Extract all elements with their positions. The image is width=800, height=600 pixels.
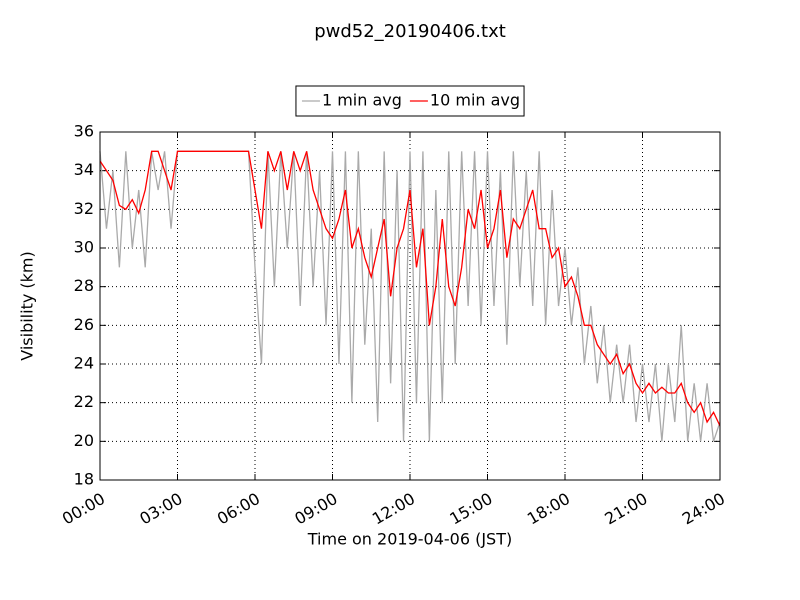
y-tick-label: 28 bbox=[74, 276, 94, 295]
y-tick-label: 32 bbox=[74, 199, 94, 218]
legend: 1 min avg 10 min avg bbox=[295, 85, 525, 117]
y-tick-label: 22 bbox=[74, 392, 94, 411]
y-tick-label: 20 bbox=[74, 431, 94, 450]
legend-label: 1 min avg bbox=[322, 91, 402, 110]
x-tick-label: 00:00 bbox=[59, 489, 108, 529]
x-tick-label: 03:00 bbox=[136, 489, 185, 529]
y-tick-label: 18 bbox=[74, 470, 94, 489]
x-tick-label: 21:00 bbox=[601, 489, 650, 529]
x-tick-label: 12:00 bbox=[369, 489, 418, 529]
y-tick-label: 36 bbox=[74, 122, 94, 141]
chart-title: pwd52_20190406.txt bbox=[314, 21, 506, 42]
y-axis-label: Visibility (km) bbox=[18, 251, 37, 360]
y-tick-label: 30 bbox=[74, 238, 94, 257]
x-tick-label: 15:00 bbox=[446, 489, 495, 529]
x-tick-label: 18:00 bbox=[524, 489, 573, 529]
legend-label: 10 min avg bbox=[430, 91, 520, 110]
x-tick-label: 06:00 bbox=[214, 489, 263, 529]
x-tick-label: 24:00 bbox=[679, 489, 728, 529]
y-tick-label: 24 bbox=[74, 354, 94, 373]
y-tick-label: 26 bbox=[74, 315, 94, 334]
plot-frame bbox=[99, 131, 721, 481]
series-line bbox=[99, 150, 721, 427]
y-tick-label: 34 bbox=[74, 160, 94, 179]
x-axis-label: Time on 2019-04-06 (JST) bbox=[307, 530, 512, 549]
x-tick-label: 09:00 bbox=[291, 489, 340, 529]
